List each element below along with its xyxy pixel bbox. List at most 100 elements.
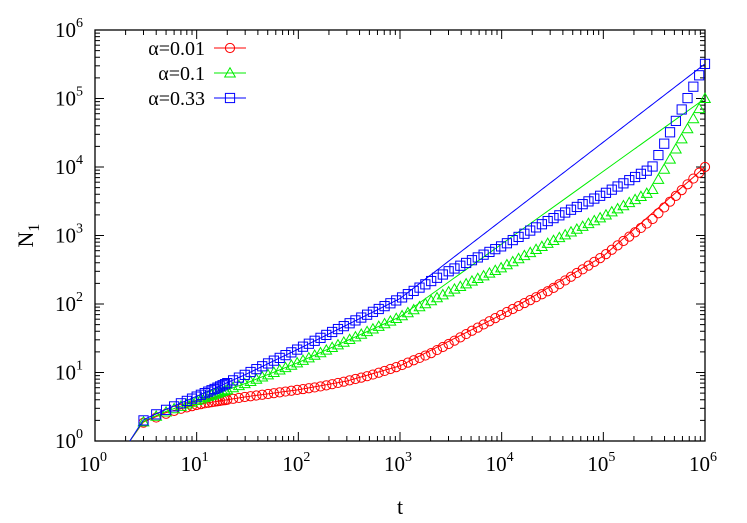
series-point (396, 292, 408, 303)
series-point (401, 306, 415, 318)
series-point (565, 204, 577, 215)
series-point (379, 301, 390, 312)
legend-label: α=0.01 (148, 38, 205, 60)
series-point (303, 338, 314, 349)
series-point (233, 372, 245, 383)
series-point (366, 322, 380, 334)
series-point (372, 320, 385, 331)
series-point (297, 341, 309, 352)
series-point (595, 190, 606, 201)
series-point (519, 228, 530, 239)
series-point (245, 366, 256, 378)
series-point (477, 269, 490, 281)
series-point (694, 167, 705, 178)
x-tick-label: 101 (181, 450, 209, 476)
series-point (425, 294, 438, 306)
series-point (302, 351, 315, 363)
series-point (321, 329, 332, 341)
series-point (675, 132, 688, 144)
series-point (279, 361, 292, 373)
series-point (391, 295, 402, 306)
series-point (286, 385, 297, 396)
series-point (454, 280, 467, 292)
series-point (455, 260, 466, 271)
legend-label: α=0.33 (148, 88, 205, 110)
series-point (628, 193, 642, 205)
series-point (408, 355, 419, 366)
series-point (303, 383, 314, 394)
series-point (489, 264, 502, 275)
series-point (449, 335, 460, 346)
series-layer (129, 58, 712, 442)
series-point (664, 127, 676, 138)
series-point (542, 286, 553, 297)
series-point (350, 315, 361, 326)
series-point (490, 312, 501, 324)
y-tick-label: 101 (55, 359, 83, 385)
series-point (292, 344, 303, 355)
series-point (395, 309, 409, 321)
series-point (431, 272, 443, 283)
series-point (507, 303, 518, 315)
series-point (670, 115, 681, 126)
y-tick-label: 100 (55, 427, 83, 453)
series-point (332, 323, 344, 335)
series-point (238, 377, 251, 389)
series-line (129, 63, 706, 442)
series-point (681, 122, 694, 134)
series-point (536, 219, 547, 230)
series-point (239, 369, 250, 380)
series-point (525, 225, 536, 236)
series-point (682, 179, 693, 190)
series-point (593, 211, 607, 223)
series-point (653, 149, 664, 161)
series-point (437, 269, 448, 280)
x-tick-label: 105 (587, 450, 615, 476)
series-point (227, 393, 239, 404)
series-point (461, 257, 472, 269)
x-tick-label: 102 (282, 450, 310, 476)
series-point (490, 244, 501, 255)
series-point (296, 354, 310, 365)
series-point (262, 358, 274, 369)
series-point (320, 343, 333, 355)
series-point (606, 184, 617, 195)
series-point (321, 380, 332, 391)
series-point (647, 161, 658, 172)
series-point (670, 190, 681, 201)
series-point (379, 365, 390, 377)
series-point (355, 328, 368, 339)
y-tick-label: 102 (55, 290, 83, 316)
series-point (408, 285, 419, 296)
series-point (181, 395, 192, 406)
series-point (309, 335, 320, 346)
series-point (640, 187, 653, 198)
series-point (309, 382, 320, 393)
series-point (361, 371, 373, 382)
legend-marker (224, 92, 236, 104)
series-point (624, 175, 635, 186)
series-point (308, 349, 321, 360)
series-point (698, 92, 712, 103)
series-point (599, 208, 613, 220)
series-point (343, 333, 356, 345)
series-point (548, 213, 559, 224)
series-point (257, 389, 268, 400)
axis-ticks (94, 29, 706, 442)
series-point (466, 325, 478, 336)
series-point (529, 243, 543, 255)
series-point (291, 356, 304, 368)
series-point (385, 363, 396, 375)
series-point (559, 228, 572, 240)
x-tick-label: 104 (486, 450, 514, 476)
tick-labels: 100 101 102 103 104 105 106 100 101 102 103 104 105 1… (55, 16, 717, 476)
series-point (227, 375, 239, 386)
series-point (244, 375, 257, 386)
series-point (629, 171, 641, 183)
series-point (512, 252, 525, 264)
series-point (495, 309, 507, 321)
series-point (251, 390, 262, 401)
series-point (430, 291, 444, 303)
series-point (245, 391, 256, 402)
series-point (419, 297, 432, 309)
